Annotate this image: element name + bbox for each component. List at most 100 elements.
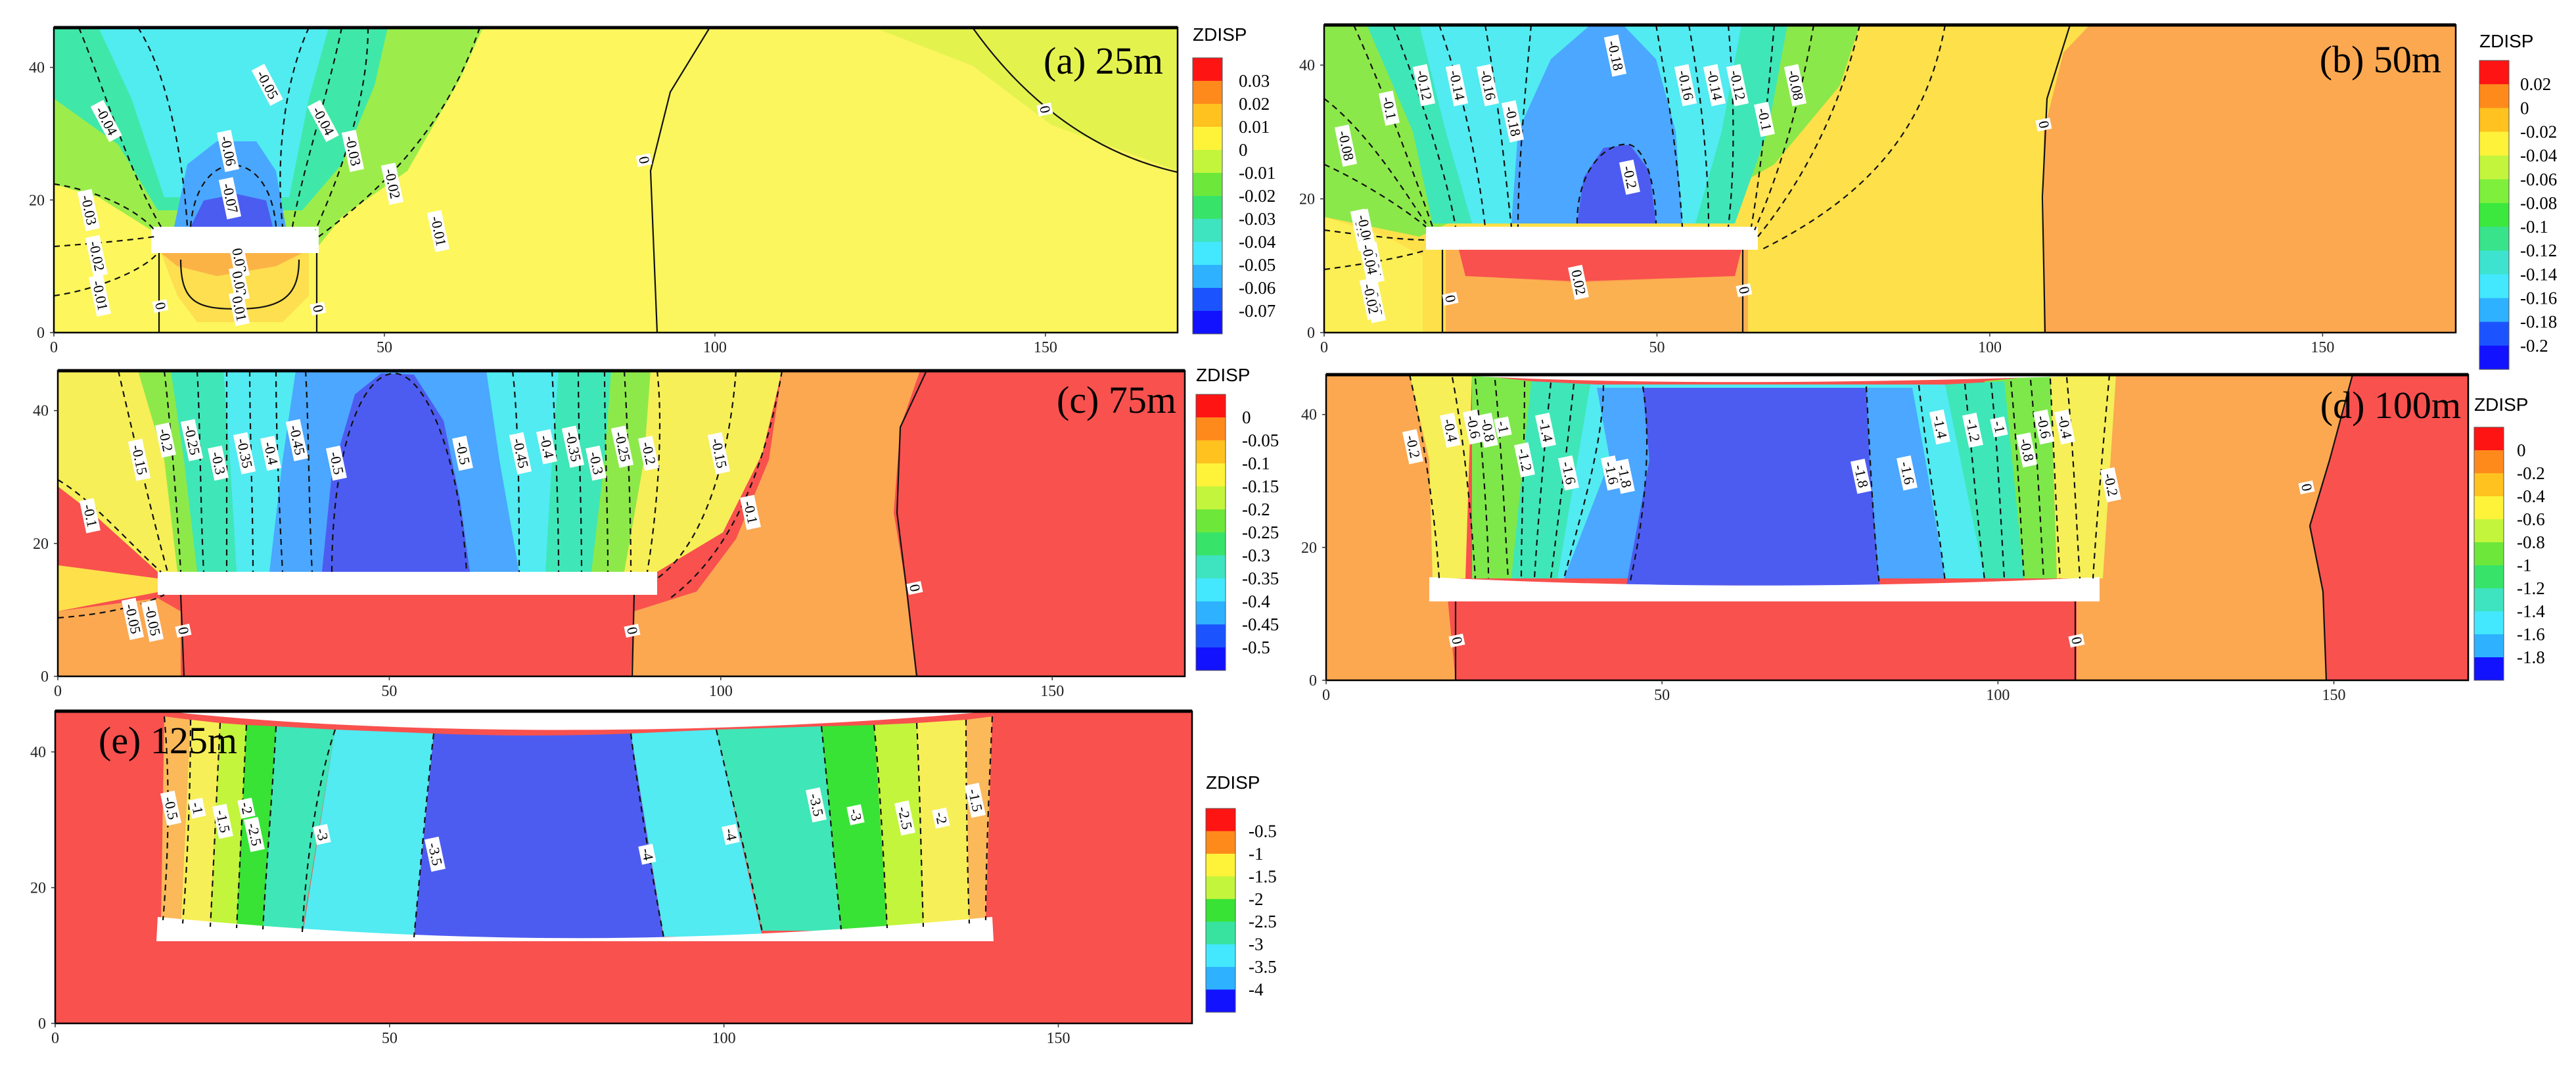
- panel-e-contour-label: -4: [638, 843, 657, 865]
- panel-b-colorbar-label: 0: [2520, 98, 2529, 118]
- panel-b-region-below-red-core: [1459, 250, 1741, 281]
- panel-a-contour-label-bg: [228, 266, 250, 302]
- panel-d-contour-label: 0: [2298, 480, 2316, 495]
- panel-d-colorbar-label: -1.8: [2517, 647, 2545, 667]
- panel-b-colorbar-label: -0.02: [2520, 122, 2557, 141]
- panel-c-region-yellow: [58, 565, 161, 611]
- panel-e-contour-label-text: -3: [846, 807, 865, 822]
- panel-c-colorbar-cell: [1196, 532, 1226, 556]
- panel-e-contour-label-bg: [212, 803, 233, 839]
- panel-e-contour-label: -2: [237, 797, 256, 819]
- panel-c-region-blue-2: [322, 373, 470, 572]
- panel-d-contour-label-bg: [2100, 467, 2121, 503]
- panel-b-colorbar-label: 0.02: [2520, 74, 2551, 94]
- panel-d: [1325, 373, 2470, 682]
- panel-a-region-cyan: [99, 28, 329, 197]
- panel-c-contour-label-bg: [175, 623, 192, 638]
- panel-c-colorbar-cell: [1196, 647, 1226, 671]
- panel-c-contour-label-bg: [233, 432, 256, 475]
- panel-e-contour-label: -2.5: [894, 800, 915, 836]
- panel-e-colorbar-label: -2.5: [1249, 912, 1277, 931]
- panel-e-colorbar-label: -2: [1249, 889, 1264, 909]
- panel-b-contour-label: -0.1: [1378, 90, 1400, 126]
- panel-d-colorbar-label: -1: [2517, 555, 2532, 575]
- panel-e-contour-label-bg: [160, 790, 181, 826]
- panel-e-x-tick-label: 50: [382, 1030, 398, 1047]
- panel-a-title: (a) 25m: [1044, 39, 1163, 82]
- panel-e-colorbar-cell: [1206, 876, 1235, 900]
- panel-a-colorbar-cell: [1193, 219, 1222, 243]
- panel-d-x-tick-label: 50: [1654, 687, 1670, 704]
- panel-a-contour-label-bg: [152, 298, 169, 314]
- panel-d-contour-label-bg: [1896, 455, 1918, 491]
- panel-a-contour-label-bg: [77, 189, 101, 231]
- panel-c-colorbar-label: -0.3: [1242, 546, 1270, 565]
- panel-d-colorbar-cell: [2474, 427, 2504, 451]
- panel-a-contour-label-bg: [310, 301, 327, 316]
- panel-b-x-tick-label: 50: [1649, 339, 1665, 356]
- panel-e-region-yellow-left: [181, 720, 220, 923]
- panel-e-y-tick-label: 20: [30, 879, 46, 897]
- panel-b-contour-label-bg: [1445, 64, 1469, 106]
- panel-e-contour-label-bg: [313, 824, 331, 845]
- panel-e-x-tick-label: 0: [51, 1030, 59, 1047]
- panel-b-contour-label-bg: [1334, 124, 1358, 167]
- panel-b-colorbar-cell: [2479, 155, 2509, 180]
- panel-b-annotations: (b) 50m 0 50 100 150 0 20 40 ZDISP 0.02 0 -0.02 -0.0…: [1299, 31, 2558, 370]
- panel-e-colorbar-label: -3: [1249, 935, 1264, 954]
- panel-c-contour-label-bg: [509, 432, 532, 475]
- panel-d-region-teal-left: [1511, 381, 1597, 578]
- panel-a-contour-label-bg: [228, 291, 250, 327]
- panel-e-contour-label-text: -1: [188, 801, 206, 816]
- panel-b-colorbar-frame: [2479, 60, 2510, 370]
- panel-b-colorbar-label: -0.2: [2520, 336, 2548, 356]
- panel-b-region-orange: [2044, 25, 2456, 333]
- panel-a-contour-label-bg: [426, 210, 450, 252]
- panel-e-colorbar-label: -1: [1249, 844, 1264, 864]
- panel-d-contour-label: -1.2: [1962, 412, 1983, 448]
- panel-c-excavation: [158, 572, 657, 595]
- figure-overlay: (a) 25m 0 50 100 150 0 20 40 ZDISP 0.03 0.02 0.01 0 -…: [29, 24, 2558, 1047]
- panel-a-contour-label-bg: [1036, 102, 1053, 117]
- panel-d-contour-label-bg: [2033, 409, 2054, 445]
- panel-d-contour-label-bg: [1850, 458, 1872, 494]
- panel-d-colorbar-label: -0.6: [2517, 509, 2545, 529]
- panel-d-contour-label: -1.6: [1896, 455, 1918, 491]
- panel-a-region-upper-right: [874, 28, 1178, 171]
- panel-a-contour-label-bg: [90, 99, 122, 143]
- panel-e-colorbar-cell: [1206, 922, 1235, 945]
- panel-c-contour-label-bg: [121, 597, 145, 640]
- panel-d-y-tick-label: 40: [1301, 407, 1317, 424]
- panel-e-region-lime-right: [874, 723, 923, 927]
- panel-d-contour-label-bg: [1990, 416, 2008, 438]
- panel-c-contour-label-bg: [637, 435, 659, 471]
- panel-e-contour-label-text: -2: [932, 810, 950, 826]
- panel-b-region-blue-2: [1577, 145, 1656, 223]
- panel-b-contour-label-bg: [1476, 64, 1500, 106]
- panel-c-contour-label-text: 0: [906, 583, 924, 594]
- panel-a-contour-label: 0: [152, 298, 170, 314]
- panel-e: [54, 709, 1193, 1025]
- panel-b-colorbar-cell: [2479, 274, 2509, 299]
- panel-c-colorbar-label: 0: [1242, 408, 1251, 427]
- panel-c-contour-label-text: 0: [175, 626, 193, 636]
- panel-c-colorbar-cell: [1196, 624, 1226, 648]
- panel-b-title: (b) 50m: [2320, 38, 2441, 81]
- panel-a-colorbar-cell: [1193, 311, 1222, 335]
- panel-d-x-tick-label: 150: [2322, 687, 2346, 704]
- panel-e-contour-label-bg: [964, 782, 986, 818]
- panel-a-colorbar-label: 0: [1239, 140, 1248, 160]
- panel-e-contour-label-bg: [638, 843, 656, 865]
- panel-b-contour-lines: [1324, 25, 1946, 271]
- panel-a-colorbar-frame: [1192, 57, 1223, 335]
- panel-a-contour-label-bg: [380, 162, 404, 205]
- panel-e-colorbar-cell: [1206, 944, 1235, 968]
- panel-a-contour-label: 0: [310, 301, 327, 316]
- panel-b-colorbar-cell: [2479, 298, 2509, 323]
- panel-b-contour-label-text: 0: [1736, 285, 1753, 296]
- panel-e-region-blue: [414, 734, 664, 941]
- panel-b-contour-label-bg: [1378, 90, 1400, 126]
- panel-a-contour-label: 0: [1036, 102, 1054, 117]
- panel-e-region-teal-right: [716, 726, 841, 931]
- panel-c-contour-label: -0.45: [285, 419, 308, 461]
